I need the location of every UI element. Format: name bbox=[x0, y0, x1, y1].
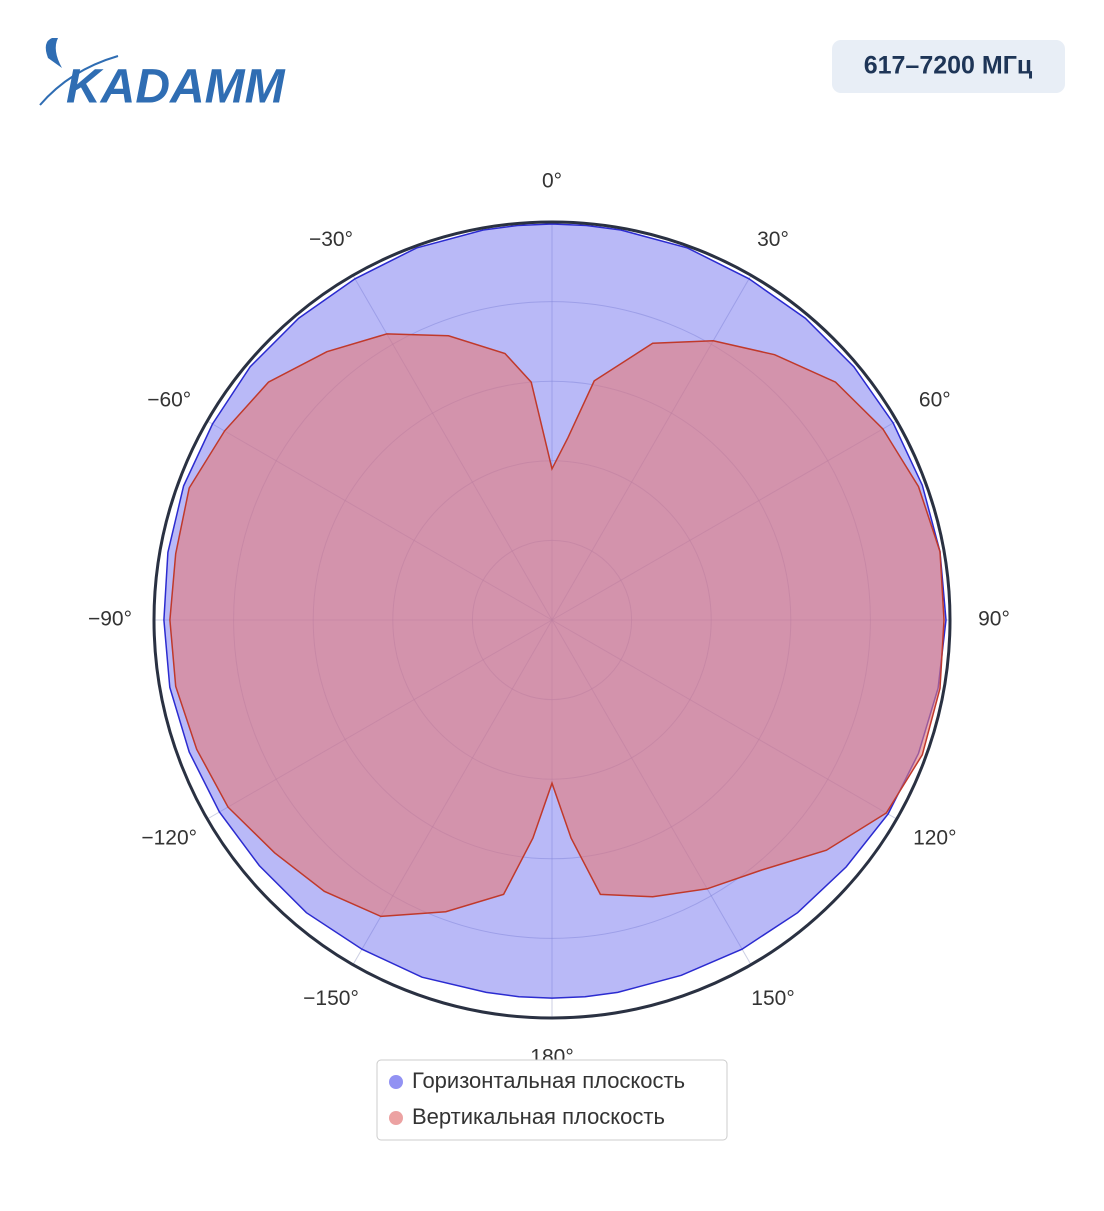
series-area bbox=[169, 333, 945, 918]
logo-swoosh bbox=[39, 55, 119, 106]
legend-marker bbox=[389, 1075, 403, 1089]
legend-label: Горизонтальная плоскость bbox=[412, 1068, 685, 1093]
legend-marker bbox=[389, 1111, 403, 1125]
badge bbox=[832, 40, 1065, 93]
theta-tick-label: 150° bbox=[751, 987, 794, 1010]
logo-text: KADAMM bbox=[66, 61, 286, 114]
legend-items: Горизонтальная плоскость Вертикальная пло… bbox=[389, 1068, 685, 1129]
legend bbox=[376, 1059, 728, 1141]
logo: KADAMM bbox=[39, 38, 286, 114]
badge-text: 617–7200 МГц bbox=[864, 52, 1033, 80]
theta-tick-label: 90° bbox=[978, 608, 1010, 631]
polar-plot: 0°30°60°90°120°150°180°−150°−120°−90°−60… bbox=[88, 170, 1010, 1069]
theta-tick-label: −150° bbox=[303, 987, 359, 1010]
theta-tick-label: 30° bbox=[757, 228, 789, 251]
logo-mark bbox=[45, 38, 62, 68]
theta-tick-label: 120° bbox=[913, 827, 956, 850]
theta-tick-label: −90° bbox=[88, 608, 132, 631]
legend-label: Вертикальная плоскость bbox=[412, 1104, 665, 1129]
theta-tick-label: 0° bbox=[542, 170, 562, 193]
theta-tick-label: −30° bbox=[309, 228, 353, 251]
theta-tick-label: −120° bbox=[141, 827, 197, 850]
theta-tick-label: −60° bbox=[147, 389, 191, 412]
outer-axis bbox=[152, 220, 952, 1020]
theta-tick-label: 60° bbox=[919, 389, 951, 412]
